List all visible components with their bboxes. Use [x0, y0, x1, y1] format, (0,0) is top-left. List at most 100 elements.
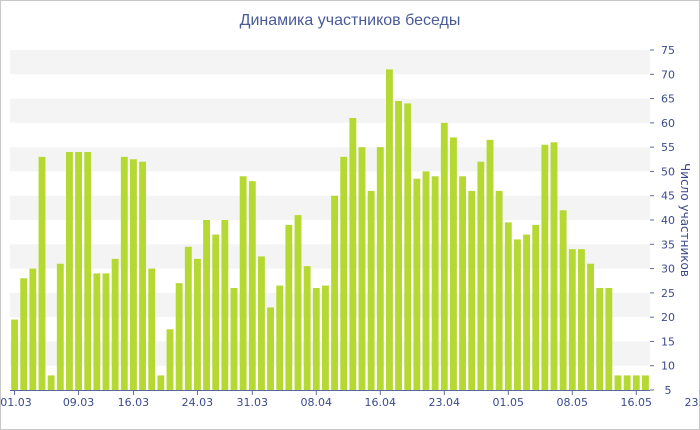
- bar: [47, 375, 55, 390]
- bar: [194, 258, 201, 390]
- bar: [386, 69, 393, 391]
- bar: [276, 285, 284, 390]
- x-tick-label: 23.04: [429, 396, 461, 409]
- y-tick-label: 5: [665, 384, 672, 397]
- y-tick-label: 65: [661, 93, 675, 106]
- bar: [477, 161, 485, 390]
- bar-series: [11, 69, 649, 391]
- y-tick-label: 45: [661, 190, 675, 203]
- bar: [514, 239, 521, 390]
- y-tick-label: 50: [661, 165, 675, 178]
- x-tick-label: 01.03: [0, 396, 32, 409]
- x-tick-label: 23.05: [685, 396, 700, 409]
- bar: [166, 329, 174, 390]
- bar: [93, 273, 101, 390]
- grid-band: [10, 50, 650, 75]
- bar: [239, 176, 247, 390]
- bar: [532, 224, 540, 390]
- bar: [102, 273, 110, 390]
- bar: [20, 278, 28, 390]
- bar: [221, 220, 229, 390]
- bar: [578, 249, 585, 390]
- y-tick-label: 15: [661, 335, 675, 348]
- bar: [568, 249, 576, 390]
- bar: [349, 118, 357, 390]
- bar: [413, 178, 421, 390]
- bar: [139, 161, 146, 390]
- bar: [322, 285, 329, 390]
- bar: [184, 246, 192, 390]
- bar: [550, 142, 558, 390]
- y-tick-label: 20: [661, 311, 675, 324]
- bar: [11, 319, 18, 390]
- y-tick-label: 35: [661, 238, 675, 251]
- bar: [440, 122, 448, 391]
- bar: [120, 156, 128, 390]
- bar: [376, 147, 384, 390]
- x-tick-label: 24.03: [182, 396, 214, 409]
- bar: [596, 288, 604, 390]
- bar: [486, 139, 494, 390]
- y-tick-label: 60: [661, 117, 675, 130]
- y-tick-label: 40: [661, 214, 675, 227]
- bar: [230, 288, 238, 390]
- bar: [450, 137, 457, 390]
- y-axis-label: Число участников: [678, 163, 692, 277]
- bar: [84, 152, 92, 390]
- bar: [642, 375, 649, 390]
- bar: [523, 234, 530, 390]
- bar: [632, 375, 640, 390]
- bar: [303, 266, 311, 390]
- bar: [248, 181, 256, 390]
- chart-title: Динамика участников беседы: [239, 12, 461, 29]
- y-tick-label: 55: [661, 141, 675, 154]
- x-tick-label: 16.05: [621, 396, 653, 409]
- bar: [331, 195, 338, 390]
- x-tick-label: 09.03: [63, 396, 95, 409]
- bar: [157, 375, 165, 390]
- bar: [431, 176, 439, 390]
- y-tick-label: 75: [661, 44, 675, 57]
- bar: [422, 171, 430, 390]
- y-axis-ticks: 5 10 15 20 25 30 35 40 45 50 55 60 65 70 75: [650, 44, 675, 397]
- bar: [614, 375, 622, 390]
- bar: [203, 220, 210, 390]
- bar: [504, 222, 512, 390]
- y-tick-label: 25: [661, 287, 675, 300]
- bar: [38, 156, 46, 390]
- bar: [623, 375, 631, 390]
- x-tick-label: 16.04: [365, 396, 397, 409]
- bar: [56, 263, 64, 390]
- bar: [395, 101, 402, 390]
- bar: [212, 234, 220, 390]
- grid-band: [10, 98, 650, 123]
- bar: [148, 268, 156, 390]
- bar: [459, 176, 466, 390]
- bar: [559, 210, 567, 390]
- bar: [285, 224, 293, 390]
- bar: [495, 190, 503, 390]
- bar: [468, 190, 476, 390]
- bar: [340, 156, 348, 390]
- y-tick-label: 70: [661, 68, 675, 81]
- bar: [111, 258, 119, 390]
- y-tick-label: 10: [661, 360, 675, 373]
- x-tick-label: 16.03: [118, 396, 150, 409]
- bar: [130, 159, 137, 390]
- bar: [587, 263, 594, 390]
- bar: [294, 215, 302, 390]
- x-tick-label: 31.03: [237, 396, 269, 409]
- y-tick-label: 30: [661, 263, 675, 276]
- bar: [175, 283, 183, 390]
- x-tick-label: 08.05: [557, 396, 589, 409]
- bar: [541, 144, 549, 390]
- bar: [605, 288, 613, 390]
- bar: [367, 190, 375, 390]
- x-tick-label: 08.04: [301, 396, 333, 409]
- x-tick-label: 01.05: [493, 396, 525, 409]
- bar: [66, 152, 73, 390]
- x-axis-ticks: 01.03 09.03 16.03 24.03 31.03 08.04 16.04 23.04…: [0, 390, 700, 409]
- bar: [358, 147, 366, 390]
- bar: [312, 288, 320, 390]
